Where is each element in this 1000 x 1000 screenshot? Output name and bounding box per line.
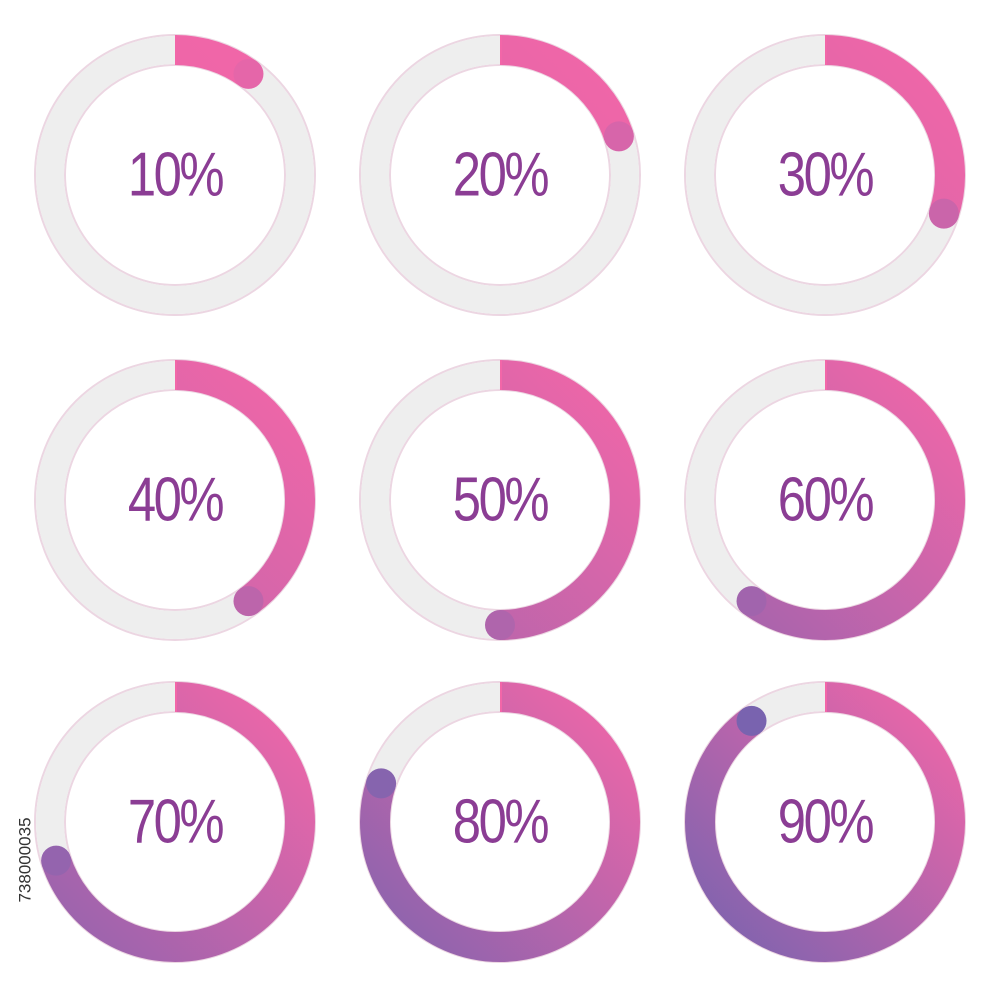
image-id: 738000035 xyxy=(15,817,34,902)
value-label: 10% xyxy=(128,141,224,210)
arc-cap xyxy=(736,586,767,617)
arc-cap xyxy=(366,768,397,799)
progress-arc xyxy=(360,682,640,962)
arc-cap xyxy=(233,586,264,617)
value-label: 50% xyxy=(453,466,549,535)
value-label: 60% xyxy=(778,466,874,535)
value-label: 80% xyxy=(453,788,549,857)
progress-arc xyxy=(499,360,640,640)
value-label: 20% xyxy=(453,141,549,210)
progress-arc xyxy=(824,35,965,219)
progress-arc xyxy=(499,35,634,142)
arc-start xyxy=(825,360,827,390)
progress-arc xyxy=(742,360,965,640)
arc-start xyxy=(500,35,502,65)
progress-arc xyxy=(41,682,315,962)
arc-start xyxy=(825,35,827,65)
arc-start xyxy=(825,682,827,712)
progress-arc xyxy=(685,682,965,962)
arc-cap xyxy=(485,610,515,640)
arc-start xyxy=(175,360,177,390)
arc-cap xyxy=(736,705,767,736)
arc-cap xyxy=(41,845,72,876)
arc-cap xyxy=(928,198,959,229)
arc-start xyxy=(175,35,177,65)
value-label: 40% xyxy=(128,466,224,535)
arc-start xyxy=(500,682,502,712)
value-label: 70% xyxy=(128,788,224,857)
arc-cap xyxy=(233,58,264,89)
arc-start xyxy=(500,360,502,390)
arc-cap xyxy=(603,121,634,152)
arc-start xyxy=(175,682,177,712)
value-label: 90% xyxy=(778,788,874,857)
value-label: 30% xyxy=(778,141,874,210)
progress-arc xyxy=(174,360,315,614)
